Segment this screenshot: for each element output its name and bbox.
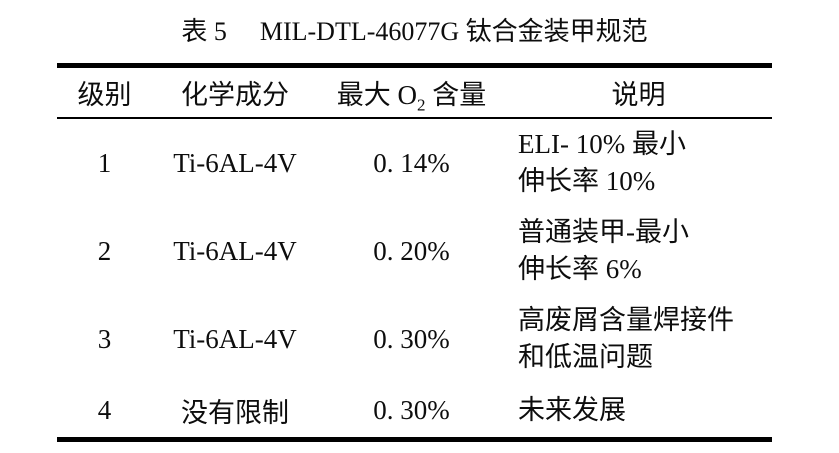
description-line: 高废屑含量焊接件 <box>518 305 734 335</box>
header-max-o2-prefix: 最大 O <box>336 80 417 110</box>
cell-composition: Ti-6AL-4V <box>173 147 297 178</box>
cell-max-o2: 0. 14% <box>373 147 450 178</box>
cell-grade: 4 <box>97 394 112 425</box>
cell-max-o2: 0. 30% <box>373 323 450 354</box>
description-line: 伸长率 10% <box>518 166 656 196</box>
cell-description: 普通装甲-最小 伸长率 6% <box>505 214 772 288</box>
header-max-o2-subscript: 2 <box>417 95 426 115</box>
header-max-o2-suffix: 含量 <box>425 80 487 110</box>
description-line: 和低温问题 <box>518 342 653 372</box>
table-row: 1 Ti-6AL-4V 0. 14% ELI- 10% 最小 伸长率 10% <box>57 119 772 207</box>
cell-description: 高废屑含量焊接件 和低温问题 <box>505 302 772 376</box>
cell-description: 未来发展 <box>505 392 772 429</box>
cell-composition: 没有限制 <box>181 397 289 428</box>
cell-description: ELI- 10% 最小 伸长率 10% <box>505 126 772 200</box>
cell-grade: 3 <box>97 323 112 354</box>
description-line: 伸长率 6% <box>518 254 642 284</box>
cell-composition: Ti-6AL-4V <box>173 323 297 354</box>
spec-table: 级别 化学成分 最大 O2 含量 说明 1 Ti-6AL-4V 0. 14% E… <box>57 63 772 442</box>
description-line: ELI- 10% 最小 <box>518 129 686 159</box>
table-caption-title: MIL-DTL-46077G 钛合金装甲规范 <box>259 17 648 46</box>
cell-grade: 2 <box>97 235 112 266</box>
cell-max-o2: 0. 20% <box>373 235 450 266</box>
cell-max-o2: 0. 30% <box>373 394 450 425</box>
cell-grade: 1 <box>97 147 112 178</box>
table-caption: 表 5 MIL-DTL-46077G 钛合金装甲规范 <box>57 15 772 49</box>
table-caption-number: 表 5 <box>181 17 227 46</box>
cell-composition: Ti-6AL-4V <box>173 235 297 266</box>
description-line: 普通装甲-最小 <box>518 217 689 247</box>
description-line: 未来发展 <box>518 394 626 425</box>
table-row: 2 Ti-6AL-4V 0. 20% 普通装甲-最小 伸长率 6% <box>57 207 772 295</box>
header-grade: 级别 <box>77 80 132 110</box>
table-header-row: 级别 化学成分 最大 O2 含量 说明 <box>57 68 772 119</box>
header-max-o2: 最大 O2 含量 <box>318 73 505 115</box>
table-row: 3 Ti-6AL-4V 0. 30% 高废屑含量焊接件 和低温问题 <box>57 295 772 383</box>
header-description: 说明 <box>611 80 666 110</box>
table-row: 4 没有限制 0. 30% 未来发展 <box>57 383 772 437</box>
header-composition: 化学成分 <box>181 80 289 110</box>
